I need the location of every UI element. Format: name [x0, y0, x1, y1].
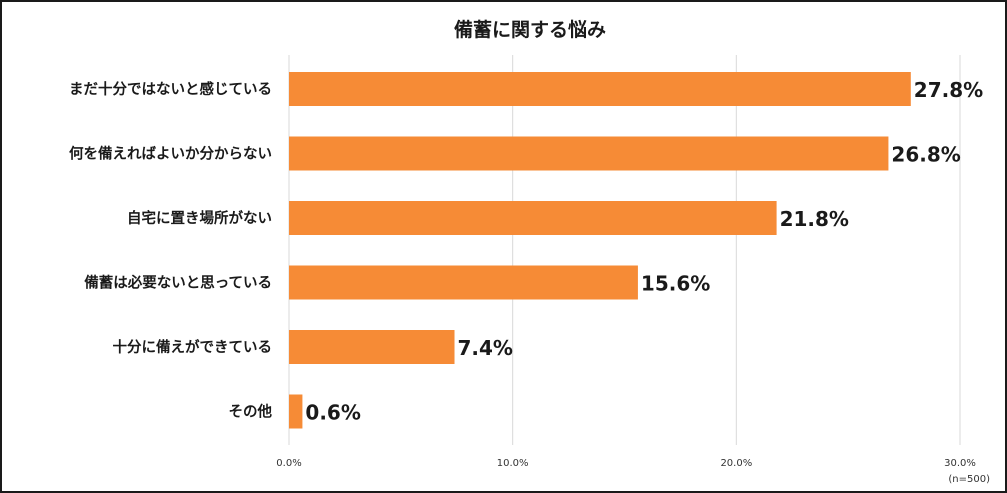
- x-tick-label: 10.0%: [497, 458, 529, 469]
- category-label: その他: [229, 403, 273, 421]
- category-label: 自宅に置き場所がない: [127, 209, 272, 227]
- data-label: 15.6%: [641, 272, 710, 296]
- category-label: 備蓄は必要ないと思っている: [84, 274, 272, 292]
- data-label: 27.8%: [914, 78, 983, 102]
- bar: [289, 201, 777, 235]
- bar: [289, 136, 889, 171]
- bar: [289, 72, 911, 106]
- x-tick-label: 20.0%: [720, 458, 752, 469]
- x-tick-label: 0.0%: [276, 458, 301, 469]
- category-label: 十分に備えができている: [113, 338, 273, 356]
- value-labels: 27.8% 26.8% 21.8% 15.6% 7.4% 0.6%: [305, 78, 983, 425]
- data-label: 21.8%: [780, 207, 849, 231]
- data-label: 26.8%: [891, 143, 960, 167]
- bars: [289, 72, 911, 429]
- data-label: 7.4%: [458, 336, 513, 360]
- bar: [289, 394, 303, 429]
- bar: [289, 330, 455, 364]
- category-label: まだ十分ではないと感じている: [69, 80, 272, 98]
- category-labels: まだ十分ではないと感じている何を備えればよいか分からない自宅に置き場所がない備蓄…: [69, 80, 272, 421]
- gridlines: [288, 55, 961, 445]
- x-tick-label: 30.0%: [944, 458, 976, 469]
- sample-size-note: (n=500): [948, 474, 990, 485]
- bar: [289, 265, 638, 300]
- data-label: 0.6%: [305, 401, 360, 425]
- chart-title: 備蓄に関する悩み: [454, 18, 606, 41]
- x-axis-ticks: 0.0% 10.0% 20.0% 30.0%: [276, 458, 976, 469]
- category-label: 何を備えればよいか分からない: [69, 145, 272, 163]
